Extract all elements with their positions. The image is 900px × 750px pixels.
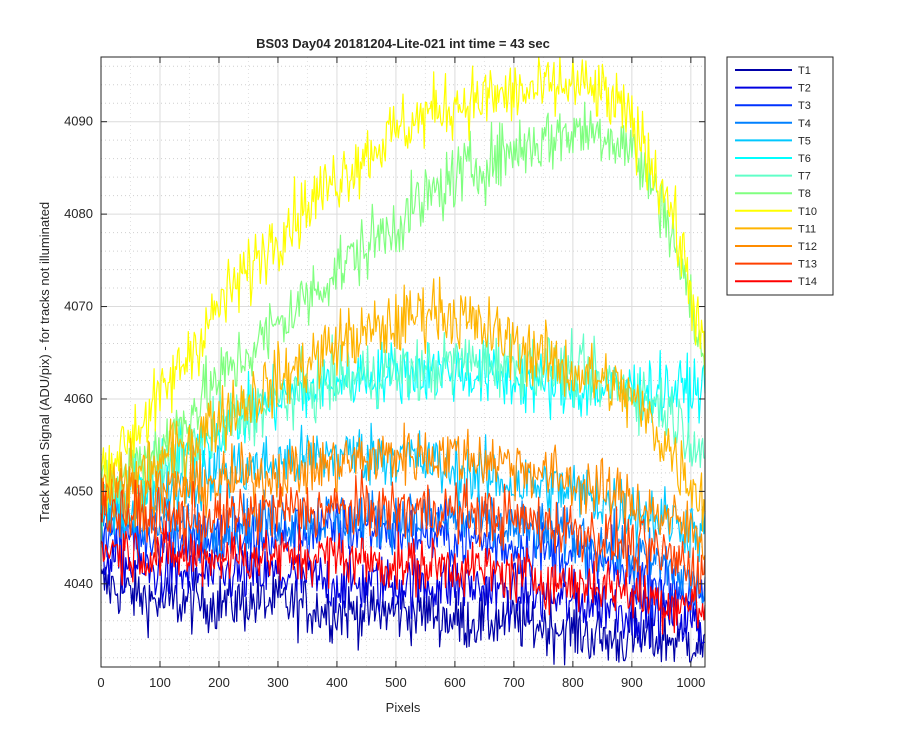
legend-label-T14: T14 — [798, 276, 817, 288]
series-line-T4 — [100, 485, 706, 610]
series-line-T14 — [100, 520, 706, 635]
x-tick-label: 300 — [267, 675, 289, 690]
x-tick-label: 400 — [326, 675, 348, 690]
x-tick-label: 200 — [208, 675, 230, 690]
x-tick-label: 500 — [385, 675, 407, 690]
legend-label-T12: T12 — [798, 241, 817, 253]
series-line-T11 — [100, 276, 706, 532]
y-axis: 4040 4050 4060 4070 4080 4090 — [64, 114, 705, 591]
y-axis-label: Track Mean Signal (ADU/pix) - for tracks… — [37, 202, 52, 522]
x-tick-label: 1000 — [676, 675, 705, 690]
legend-label-T3: T3 — [798, 100, 811, 112]
y-tick-label: 4080 — [64, 206, 93, 221]
y-tick-label: 4070 — [64, 299, 93, 314]
x-tick-label: 0 — [97, 675, 104, 690]
x-axis: 0 100 200 300 400 500 600 700 800 900 1000 — [97, 57, 705, 690]
x-tick-label: 700 — [503, 675, 525, 690]
legend-label-T11: T11 — [798, 223, 816, 235]
x-tick-label: 100 — [149, 675, 171, 690]
y-tick-label: 4040 — [64, 576, 93, 591]
x-axis-label: Pixels — [386, 700, 421, 715]
legend-label-T2: T2 — [798, 83, 811, 95]
series-line-T8 — [100, 101, 706, 508]
x-tick-label: 600 — [444, 675, 466, 690]
legend-label-T10: T10 — [798, 206, 817, 218]
legend: T1 T2 T3 T4 T5 T6 T7 T8 T10 T11 T12 T13 T14 — [726, 56, 834, 296]
legend-label-T6: T6 — [798, 153, 811, 165]
x-tick-label: 900 — [621, 675, 643, 690]
plot-area — [100, 56, 706, 668]
legend-label-T1: T1 — [798, 65, 811, 77]
series-layer — [100, 56, 706, 666]
y-tick-label: 4050 — [64, 483, 93, 498]
series-line-T6 — [100, 339, 706, 538]
legend-label-T7: T7 — [798, 171, 811, 183]
legend-label-T4: T4 — [798, 118, 811, 130]
series-line-T10 — [100, 56, 706, 513]
chart-title: BS03 Day04 20181204-Lite-021 int time = … — [256, 36, 550, 51]
y-tick-label: 4060 — [64, 391, 93, 406]
y-tick-label: 4090 — [64, 114, 93, 129]
x-tick-label: 800 — [562, 675, 584, 690]
legend-label-T13: T13 — [798, 259, 817, 271]
axes-box — [100, 56, 706, 668]
legend-label-T8: T8 — [798, 188, 811, 200]
legend-label-T5: T5 — [798, 135, 811, 147]
series-line-T12 — [100, 422, 706, 561]
